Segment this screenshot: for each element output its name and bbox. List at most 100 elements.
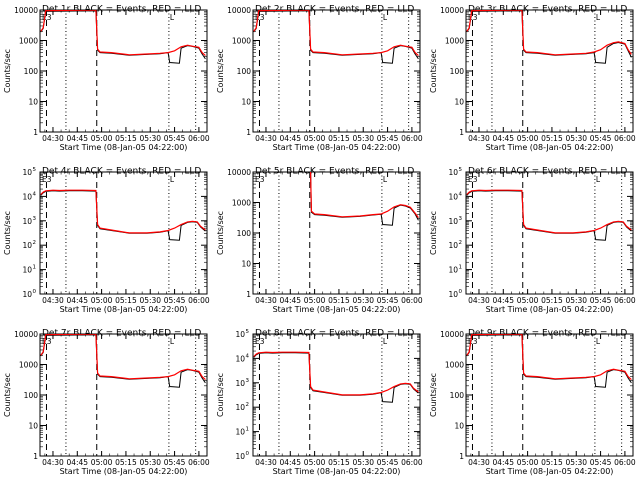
x-tick-label: 05:30 [352, 458, 374, 467]
events-line [40, 190, 206, 241]
x-tick-label: 05:45 [590, 134, 612, 143]
y-tick-label: 10 [235, 428, 245, 437]
corner-glyph-right: L [383, 175, 388, 184]
x-tick-label: 04:30 [42, 458, 64, 467]
corner-glyph-left: E3 [468, 337, 478, 346]
x-axis-label: Start Time (08-Jan-05 04:22:00) [486, 143, 614, 152]
y-tick-label: 10000 [440, 6, 464, 15]
y-axis-label: Counts/sec [216, 49, 225, 93]
y-tick-label: 100 [237, 67, 252, 76]
y-tick-label: 10 [448, 217, 458, 226]
panel-title: Det 5r BLACK = Events, RED = LLD [255, 167, 414, 177]
y-axis-label: Counts/sec [216, 373, 225, 417]
lld-line [40, 10, 206, 57]
y-tick-exponent: 4 [33, 191, 37, 197]
x-tick-label: 04:30 [42, 296, 64, 305]
x-tick-label: 04:30 [468, 296, 490, 305]
y-tick-label: 10000 [14, 330, 38, 339]
y-tick-label: 10 [448, 241, 458, 250]
x-axis-label: Start Time (08-Jan-05 04:22:00) [486, 467, 614, 476]
panel-9: Det 9r BLACK = Events, RED = LLD 1 10 100 10… [429, 329, 636, 477]
x-tick-label: 05:45 [164, 296, 186, 305]
x-tick-label: 05:15 [115, 134, 137, 143]
y-tick-label: 10 [241, 98, 251, 107]
x-tick-label: 04:30 [255, 134, 277, 143]
y-axis-label: Counts/sec [3, 211, 12, 255]
panel-title: Det 3r BLACK = Events, RED = LLD [468, 5, 627, 15]
lld-line [310, 172, 419, 218]
x-tick-label: 05:30 [139, 296, 161, 305]
y-tick-label: 10000 [14, 6, 38, 15]
lld-line [40, 334, 206, 381]
y-tick-label: 10 [241, 260, 251, 269]
x-tick-label: 06:00 [401, 296, 423, 305]
corner-glyph-left: E3 [42, 13, 52, 22]
x-axis-label: Start Time (08-Jan-05 04:22:00) [486, 305, 614, 314]
y-tick-label: 10 [28, 422, 38, 431]
x-tick-label: 05:45 [164, 134, 186, 143]
x-tick-label: 04:30 [255, 458, 277, 467]
x-axis-label: Start Time (08-Jan-05 04:22:00) [60, 143, 188, 152]
x-tick-label: 05:45 [164, 458, 186, 467]
x-tick-label: 04:45 [492, 296, 514, 305]
corner-glyph-right: L [383, 337, 388, 346]
x-tick-label: 05:15 [541, 458, 563, 467]
x-tick-label: 06:00 [188, 296, 210, 305]
corner-glyph-right: L [596, 337, 601, 346]
x-tick-label: 05:15 [541, 134, 563, 143]
y-tick-label: 1000 [232, 199, 251, 208]
y-tick-label: 10 [448, 266, 458, 275]
x-tick-label: 05:30 [352, 296, 374, 305]
x-tick-label: 04:45 [279, 458, 301, 467]
x-axis-label: Start Time (08-Jan-05 04:22:00) [60, 467, 188, 476]
y-tick-label: 1000 [19, 37, 38, 46]
x-tick-label: 04:30 [468, 458, 490, 467]
y-tick-exponent: 2 [33, 240, 37, 246]
x-tick-label: 05:45 [377, 296, 399, 305]
panel-2: Det 2r BLACK = Events, RED = LLD 1 10 100 10… [216, 5, 423, 153]
events-line [466, 10, 632, 64]
y-tick-label: 10 [22, 241, 32, 250]
plot-frame [465, 9, 634, 133]
x-tick-label: 04:45 [279, 296, 301, 305]
y-tick-exponent: 0 [246, 451, 250, 457]
corner-glyph-left: E3 [42, 175, 52, 184]
y-tick-exponent: 3 [33, 216, 37, 222]
y-tick-exponent: 2 [246, 402, 250, 408]
y-tick-exponent: 5 [33, 167, 37, 173]
y-axis-label: Counts/sec [216, 211, 225, 255]
x-tick-label: 05:30 [139, 458, 161, 467]
x-tick-label: 05:15 [115, 296, 137, 305]
plot-frame [39, 171, 208, 295]
y-tick-label: 100 [450, 67, 465, 76]
events-line [253, 352, 419, 403]
plot-frame [252, 333, 421, 457]
x-tick-label: 05:00 [304, 134, 326, 143]
lld-line [253, 10, 419, 57]
corner-glyph-left: E3 [468, 175, 478, 184]
x-tick-label: 04:30 [42, 134, 64, 143]
lld-line [253, 351, 419, 396]
corner-glyph-right: L [170, 13, 175, 22]
y-tick-label: 10 [235, 403, 245, 412]
y-tick-exponent: 4 [459, 191, 463, 197]
y-tick-label: 1000 [232, 37, 251, 46]
panel-title: Det 1r BLACK = Events, RED = LLD [42, 5, 201, 15]
x-tick-label: 05:30 [565, 458, 587, 467]
y-tick-label: 10 [22, 266, 32, 275]
y-tick-exponent: 2 [459, 240, 463, 246]
x-tick-label: 05:30 [565, 134, 587, 143]
y-tick-label: 10 [235, 330, 245, 339]
y-tick-label: 1 [459, 452, 464, 461]
x-tick-label: 05:00 [91, 458, 113, 467]
panel-1: Det 1r BLACK = Events, RED = LLD 1 10 100 10… [3, 5, 210, 153]
y-tick-label: 1 [33, 452, 38, 461]
y-tick-label: 1000 [445, 37, 464, 46]
y-tick-exponent: 5 [246, 329, 250, 335]
x-tick-label: 05:00 [517, 134, 539, 143]
x-axis-label: Start Time (08-Jan-05 04:22:00) [273, 143, 401, 152]
corner-glyph-left: E3 [255, 337, 265, 346]
x-tick-label: 05:30 [352, 134, 374, 143]
